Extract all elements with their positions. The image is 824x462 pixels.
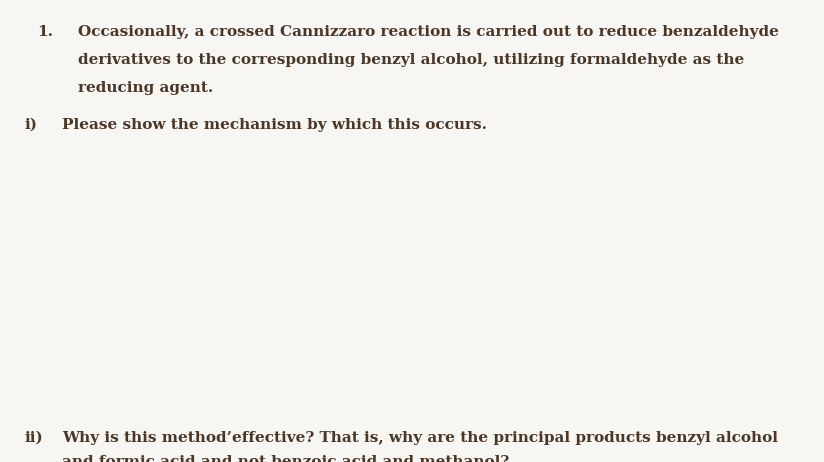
Text: derivatives to the corresponding benzyl alcohol, utilizing formaldehyde as the: derivatives to the corresponding benzyl …	[78, 53, 745, 67]
Text: and formic acid and not benzoic acid and methanol?: and formic acid and not benzoic acid and…	[62, 455, 509, 462]
Text: Why is this method’effective? That is, why are the principal products benzyl alc: Why is this method’effective? That is, w…	[62, 431, 778, 444]
Text: ii): ii)	[25, 431, 44, 444]
Text: reducing agent.: reducing agent.	[78, 81, 213, 95]
Text: Please show the mechanism by which this occurs.: Please show the mechanism by which this …	[62, 118, 487, 132]
Text: i): i)	[25, 118, 38, 132]
Text: Occasionally, a crossed Cannizzaro reaction is carried out to reduce benzaldehyd: Occasionally, a crossed Cannizzaro react…	[78, 25, 780, 39]
Text: 1.: 1.	[37, 25, 53, 39]
